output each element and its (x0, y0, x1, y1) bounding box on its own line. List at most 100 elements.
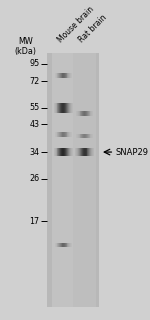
Text: 72: 72 (29, 77, 39, 86)
Bar (58, 103, 59, 113)
Bar (93, 148, 94, 156)
Bar (82, 134, 83, 138)
Bar (58, 243, 59, 247)
Bar (62, 243, 63, 247)
Bar (65, 103, 66, 113)
Bar (63, 243, 64, 247)
Bar (88, 134, 89, 138)
Bar (62, 73, 63, 78)
Bar (87, 111, 88, 116)
Bar (54, 148, 55, 156)
Bar (91, 148, 92, 156)
Bar (57, 73, 58, 78)
Bar (86, 111, 87, 116)
Bar (80, 111, 81, 116)
Bar (58, 132, 59, 137)
Bar (82, 148, 83, 156)
Bar (92, 134, 93, 138)
Bar (71, 73, 72, 78)
Text: 95: 95 (29, 59, 39, 68)
Bar (58, 73, 59, 78)
Bar (61, 243, 62, 247)
Bar (68, 132, 69, 137)
Bar (92, 111, 93, 116)
Bar (61, 243, 62, 247)
Bar (57, 103, 59, 113)
Bar (67, 148, 68, 156)
Text: 55: 55 (29, 103, 39, 112)
Bar (61, 73, 62, 78)
Text: 26: 26 (29, 174, 39, 183)
Bar (89, 134, 90, 138)
Bar (78, 111, 79, 116)
Bar (59, 103, 60, 113)
Bar (84, 134, 85, 138)
Bar (55, 243, 56, 247)
Bar (72, 103, 73, 113)
Bar (87, 134, 88, 138)
Bar (84, 111, 85, 116)
Bar (63, 103, 64, 113)
Bar (54, 103, 55, 113)
Bar (84, 148, 85, 156)
Bar (76, 134, 77, 138)
Bar (59, 73, 60, 78)
Bar (61, 132, 62, 137)
Bar (55, 148, 56, 156)
Bar (78, 134, 79, 138)
Bar (80, 134, 81, 138)
Bar (65, 148, 66, 156)
Bar (70, 243, 71, 247)
Bar (82, 111, 83, 116)
Bar (68, 243, 69, 247)
Bar (62, 148, 63, 156)
Bar (90, 111, 91, 116)
Bar (71, 148, 72, 156)
Bar (46, 53, 99, 307)
Bar (69, 243, 70, 247)
Bar (77, 134, 78, 138)
Bar (85, 111, 86, 116)
Bar (63, 73, 64, 78)
Bar (70, 73, 71, 78)
Bar (56, 103, 57, 113)
Bar (66, 103, 67, 113)
Bar (79, 134, 80, 138)
Bar (81, 111, 82, 116)
Bar (59, 243, 60, 247)
Bar (64, 132, 65, 137)
Bar (57, 132, 58, 137)
Bar (89, 111, 90, 116)
Bar (61, 73, 62, 78)
Bar (69, 148, 70, 156)
Text: MW
(kDa): MW (kDa) (14, 37, 36, 57)
Bar (60, 132, 61, 137)
Bar (55, 103, 56, 113)
Bar (68, 148, 69, 156)
Text: 34: 34 (29, 148, 39, 156)
Bar (68, 103, 69, 113)
Bar (64, 73, 65, 78)
Bar (60, 243, 61, 247)
Bar (58, 148, 59, 156)
Bar (90, 134, 91, 138)
Bar (77, 148, 78, 156)
Bar (87, 148, 88, 156)
Bar (89, 148, 90, 156)
Bar (70, 148, 71, 156)
Bar (88, 111, 89, 116)
Text: 17: 17 (29, 217, 39, 226)
Bar (91, 134, 92, 138)
Bar (86, 134, 87, 138)
Bar (55, 132, 56, 137)
Bar (65, 73, 66, 78)
Bar (69, 132, 70, 137)
Bar (67, 132, 68, 137)
Bar (67, 243, 68, 247)
Bar (52, 53, 75, 307)
Bar (88, 148, 89, 156)
Bar (79, 148, 80, 156)
Bar (83, 111, 84, 116)
Bar (76, 111, 77, 116)
Bar (56, 243, 57, 247)
